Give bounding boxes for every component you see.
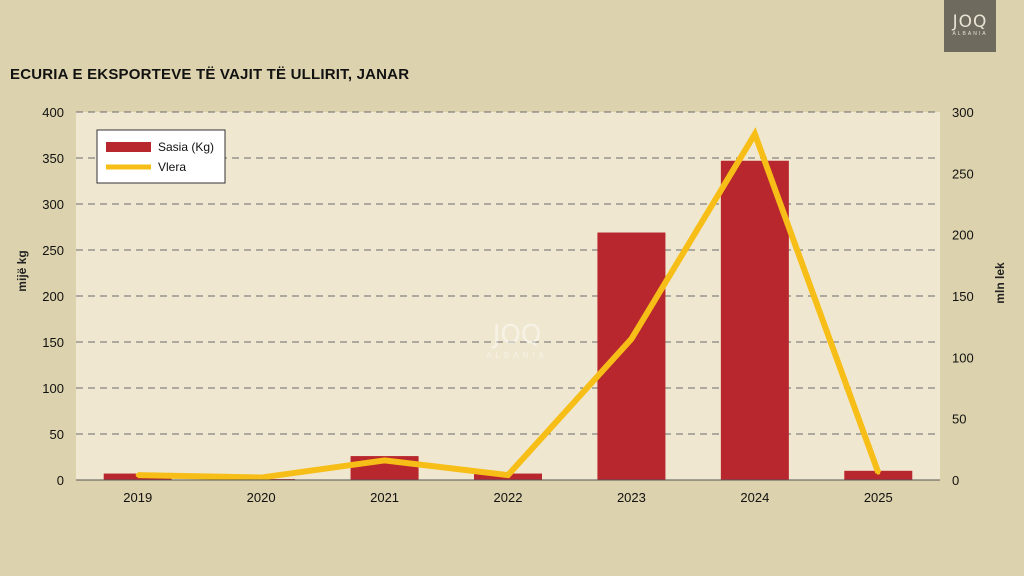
line-point xyxy=(506,473,510,478)
x-tick-label: 2024 xyxy=(740,490,769,505)
bar xyxy=(720,160,789,480)
bars xyxy=(103,160,913,480)
y-tick-label: 300 xyxy=(42,197,64,212)
legend-label-bar: Sasia (Kg) xyxy=(158,140,214,154)
y2-axis-title: mln lek xyxy=(993,262,1007,304)
line-point xyxy=(752,132,757,137)
x-axis-ticks: 2019 2020 2021 2022 2023 2024 2025 xyxy=(123,490,892,505)
y-axis-title: mijë kg xyxy=(15,250,29,292)
legend-box xyxy=(96,129,226,184)
y-tick-label: 350 xyxy=(42,151,64,166)
y2-tick-label: 0 xyxy=(952,473,959,488)
x-tick-label: 2025 xyxy=(864,490,893,505)
x-tick-label: 2021 xyxy=(370,490,399,505)
line-point xyxy=(876,470,881,475)
x-tick-label: 2023 xyxy=(617,490,646,505)
y-tick-label: 150 xyxy=(42,335,64,350)
y-tick-label: 100 xyxy=(42,381,64,396)
chart-title: ECURIA E EKSPORTEVE TË VAJIT TË ULLIRIT,… xyxy=(10,66,410,83)
logo-main-text: JOQ xyxy=(952,12,988,32)
line-point xyxy=(382,458,387,463)
value-line xyxy=(135,127,882,481)
bar xyxy=(844,470,913,480)
y2-tick-label: 200 xyxy=(952,228,974,243)
watermark-main: JOQ xyxy=(491,320,542,350)
legend-label-line: Vlera xyxy=(158,160,186,174)
y2-tick-label: 300 xyxy=(952,105,974,120)
y2-tick-label: 150 xyxy=(952,289,974,304)
y-tick-label: 50 xyxy=(50,427,64,442)
line-point xyxy=(629,336,634,341)
watermark-sub: ALBANIA xyxy=(486,351,548,360)
line-point xyxy=(259,475,264,480)
y-axis-ticks: 0 50 100 150 200 250 300 350 400 xyxy=(42,105,64,488)
y2-axis-ticks: 0 50 100 150 200 250 300 xyxy=(952,105,974,488)
logo-sub-text: ALBANIA xyxy=(952,31,988,37)
x-tick-label: 2019 xyxy=(123,490,152,505)
legend: Sasia (Kg) Vlera xyxy=(96,129,226,184)
y-tick-label: 0 xyxy=(57,473,64,488)
x-tick-label: 2022 xyxy=(494,490,523,505)
bar xyxy=(597,232,666,480)
gridlines xyxy=(76,111,940,435)
y-tick-label: 400 xyxy=(42,105,64,120)
y2-tick-label: 250 xyxy=(952,166,974,181)
y-tick-label: 250 xyxy=(42,243,64,258)
x-tick-label: 2020 xyxy=(247,490,276,505)
y2-tick-label: 100 xyxy=(952,350,974,365)
y-tick-label: 200 xyxy=(42,289,64,304)
logo: JOQ ALBANIA xyxy=(944,0,996,52)
legend-bar-swatch xyxy=(106,142,151,152)
y2-tick-label: 50 xyxy=(952,412,966,427)
watermark: JOQ ALBANIA xyxy=(486,320,548,360)
line-point xyxy=(135,473,140,478)
